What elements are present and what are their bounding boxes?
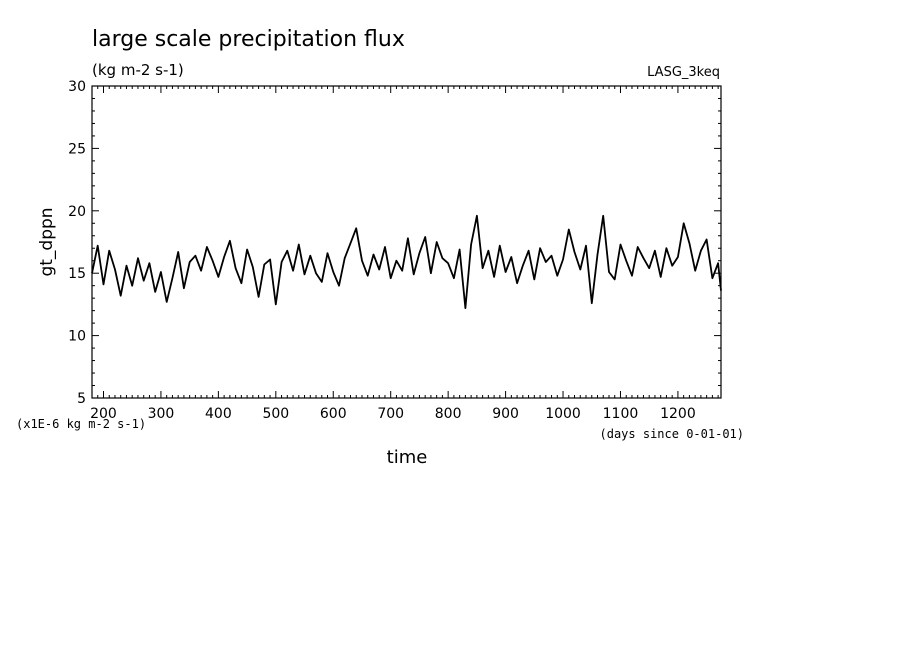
y-tick-label: 10 <box>68 329 86 345</box>
y-tick-label: 15 <box>68 266 86 282</box>
y-tick-label: 30 <box>68 79 86 95</box>
plot-frame <box>91 85 722 399</box>
x-unit-note: (days since 0-01-01) <box>600 427 745 441</box>
data-series-line <box>91 214 722 309</box>
y-tick-label: 25 <box>68 141 86 157</box>
x-axis-tick-labels: 200 300 400 500 600 700 800 900 1000 1100 1200 <box>90 406 696 422</box>
x-tick-label: 400 <box>205 406 232 422</box>
x-tick-label: 700 <box>377 406 404 422</box>
x-tick-label: 200 <box>90 406 117 422</box>
x-tick-label: 1000 <box>545 406 581 422</box>
y-unit-note: (x1E-6 kg m-2 s-1) <box>16 417 146 431</box>
y-axis-label: gt_dppn <box>37 207 57 276</box>
y-tick-label: 5 <box>77 391 86 407</box>
y-axis-tick-labels: 5 10 15 20 25 30 <box>68 79 86 407</box>
chart-title: large scale precipitation flux <box>92 27 405 52</box>
chart-subtitle: (kg m-2 s-1) <box>92 61 184 79</box>
x-tick-label: 800 <box>435 406 462 422</box>
x-axis-ticks <box>91 86 719 398</box>
experiment-label: LASG_3keq <box>647 65 720 80</box>
x-tick-label: 1200 <box>660 406 696 422</box>
x-tick-label: 600 <box>320 406 347 422</box>
x-axis-label: time <box>387 447 428 468</box>
x-tick-label: 300 <box>148 406 175 422</box>
x-tick-label: 500 <box>262 406 289 422</box>
y-axis-ticks <box>92 85 721 399</box>
x-tick-label: 900 <box>492 406 519 422</box>
y-tick-label: 20 <box>68 204 86 220</box>
x-tick-label: 1100 <box>603 406 639 422</box>
